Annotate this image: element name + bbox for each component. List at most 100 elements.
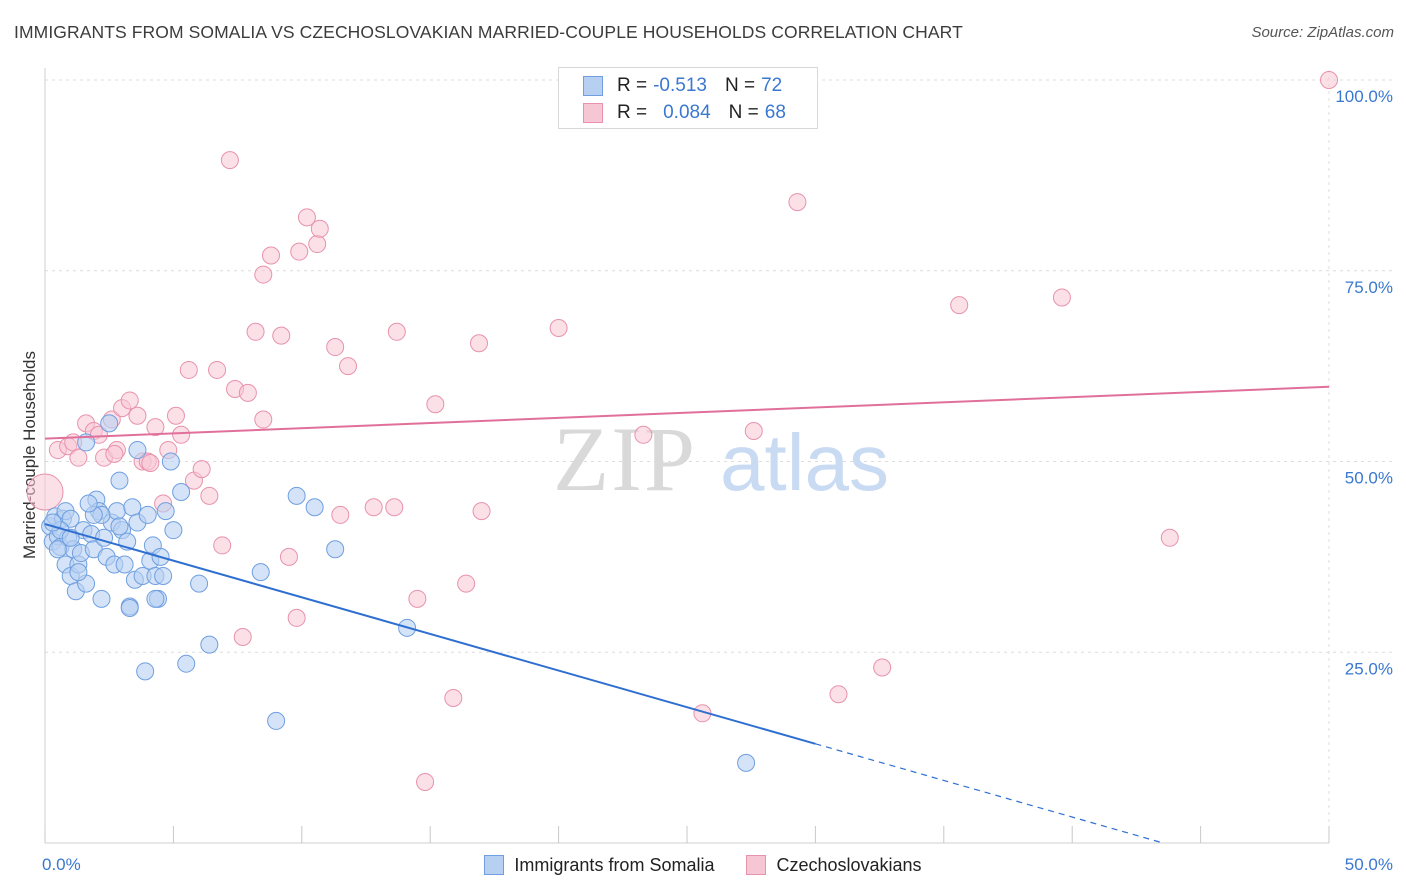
data-point-somalia bbox=[95, 528, 114, 547]
data-point-czechoslovakians bbox=[426, 395, 445, 414]
data-point-czechoslovakians bbox=[254, 265, 273, 284]
data-point-somalia bbox=[326, 540, 345, 559]
legend-row-somalia: R = -0.513 N = 72 bbox=[559, 72, 782, 100]
legend-r-label: R = bbox=[617, 75, 648, 96]
trend-line-somalia bbox=[44, 523, 816, 745]
data-point-czechoslovakians bbox=[549, 318, 568, 337]
trend-line-czechoslovakians bbox=[44, 385, 1330, 440]
series-legend: Immigrants from Somalia Czechoslovakians bbox=[0, 852, 1406, 878]
data-point-somalia bbox=[48, 540, 67, 559]
data-point-somalia bbox=[128, 441, 147, 460]
data-point-czechoslovakians bbox=[744, 421, 763, 440]
y-tick-label: 25.0% bbox=[1345, 659, 1393, 678]
data-point-somalia bbox=[110, 517, 129, 536]
data-point-czechoslovakians bbox=[238, 383, 257, 402]
data-point-somalia bbox=[177, 654, 196, 673]
data-point-somalia bbox=[172, 483, 191, 502]
legend-n-value: 72 bbox=[761, 75, 783, 96]
data-point-czechoslovakians bbox=[387, 322, 406, 341]
data-point-czechoslovakians bbox=[26, 473, 64, 511]
data-point-somalia bbox=[287, 486, 306, 505]
data-point-czechoslovakians bbox=[208, 360, 227, 379]
data-point-czechoslovakians bbox=[1320, 71, 1338, 89]
data-point-somalia bbox=[146, 589, 165, 608]
data-point-somalia bbox=[123, 498, 142, 517]
trend-lines bbox=[44, 385, 1330, 844]
source-label: Source: ZipAtlas.com bbox=[1251, 24, 1394, 41]
data-point-czechoslovakians bbox=[172, 425, 191, 444]
data-point-somalia bbox=[77, 433, 96, 452]
data-point-somalia bbox=[200, 635, 219, 654]
data-point-czechoslovakians bbox=[246, 322, 265, 341]
legend-label-czechoslovakians: Czechoslovakians bbox=[776, 854, 922, 875]
data-point-czechoslovakians bbox=[310, 219, 329, 238]
data-point-czechoslovakians bbox=[788, 193, 807, 212]
data-point-czechoslovakians bbox=[105, 444, 124, 463]
data-point-czechoslovakians bbox=[308, 235, 327, 254]
x-tick-label-min: 0.0% bbox=[42, 855, 81, 874]
data-point-czechoslovakians bbox=[220, 151, 239, 170]
data-point-czechoslovakians bbox=[1160, 528, 1179, 547]
data-point-czechoslovakians bbox=[200, 486, 219, 505]
correlation-legend: R = -0.513 N = 72 R = 0.084 N = 68 bbox=[558, 67, 818, 129]
chart-title: IMMIGRANTS FROM SOMALIA VS CZECHOSLOVAKI… bbox=[14, 22, 963, 42]
data-point-somalia bbox=[100, 414, 119, 433]
data-point-czechoslovakians bbox=[472, 502, 491, 521]
legend-item-somalia: Immigrants from Somalia bbox=[484, 855, 714, 876]
data-point-somalia bbox=[251, 563, 270, 582]
data-point-czechoslovakians bbox=[213, 536, 232, 555]
data-point-czechoslovakians bbox=[261, 246, 280, 265]
data-point-czechoslovakians bbox=[287, 608, 306, 627]
data-point-somalia bbox=[136, 662, 155, 681]
data-point-czechoslovakians bbox=[141, 454, 160, 473]
data-point-czechoslovakians bbox=[290, 242, 309, 261]
series-czechoslovakians bbox=[26, 71, 1338, 791]
legend-swatch-blue bbox=[583, 76, 603, 96]
data-point-somalia bbox=[190, 574, 209, 593]
grid-lines bbox=[45, 70, 1392, 843]
watermark: ZIP atlas bbox=[553, 408, 889, 510]
data-point-somalia bbox=[305, 498, 324, 517]
legend-swatch-pink bbox=[746, 855, 767, 875]
data-point-czechoslovakians bbox=[339, 357, 358, 376]
legend-r-value: 0.084 bbox=[663, 102, 711, 123]
data-point-czechoslovakians bbox=[272, 326, 291, 345]
data-point-somalia bbox=[161, 452, 180, 471]
data-point-somalia bbox=[156, 502, 175, 521]
data-point-czechoslovakians bbox=[192, 460, 211, 479]
data-point-czechoslovakians bbox=[279, 547, 298, 566]
data-point-czechoslovakians bbox=[950, 296, 969, 315]
data-point-czechoslovakians bbox=[416, 772, 435, 791]
data-point-somalia bbox=[115, 555, 134, 574]
legend-n-value: 68 bbox=[764, 102, 786, 123]
legend-item-czechoslovakians: Czechoslovakians bbox=[746, 854, 922, 876]
watermark-zip: ZIP bbox=[553, 408, 697, 510]
tick-labels: 25.0% 50.0% 75.0% 100.0% 0.0% 50.0% bbox=[42, 87, 1393, 874]
data-point-czechoslovakians bbox=[873, 658, 892, 677]
data-point-czechoslovakians bbox=[331, 505, 350, 524]
data-point-czechoslovakians bbox=[233, 627, 252, 646]
data-point-czechoslovakians bbox=[254, 410, 273, 429]
data-point-somalia bbox=[69, 563, 88, 582]
data-point-somalia bbox=[110, 471, 129, 490]
legend-row-czechoslovakians: R = 0.084 N = 68 bbox=[559, 99, 786, 127]
data-point-czechoslovakians bbox=[146, 418, 165, 437]
legend-n-label: N = bbox=[728, 102, 759, 123]
x-tick-label-max: 50.0% bbox=[1345, 855, 1393, 874]
legend-label-somalia: Immigrants from Somalia bbox=[514, 854, 715, 875]
data-point-czechoslovakians bbox=[297, 208, 316, 227]
data-point-somalia bbox=[79, 494, 98, 513]
data-point-somalia bbox=[120, 598, 139, 617]
data-point-czechoslovakians bbox=[326, 338, 345, 357]
data-point-czechoslovakians bbox=[69, 448, 88, 467]
data-point-czechoslovakians bbox=[128, 406, 147, 425]
y-tick-label: 100.0% bbox=[1335, 87, 1393, 106]
data-point-czechoslovakians bbox=[457, 574, 476, 593]
trend-line-somalia-extension bbox=[815, 743, 1163, 844]
legend-r-label: R = bbox=[617, 102, 648, 123]
y-tick-label: 75.0% bbox=[1345, 278, 1393, 297]
data-point-czechoslovakians bbox=[408, 589, 427, 608]
data-point-czechoslovakians bbox=[120, 391, 139, 410]
data-point-somalia bbox=[737, 753, 756, 772]
